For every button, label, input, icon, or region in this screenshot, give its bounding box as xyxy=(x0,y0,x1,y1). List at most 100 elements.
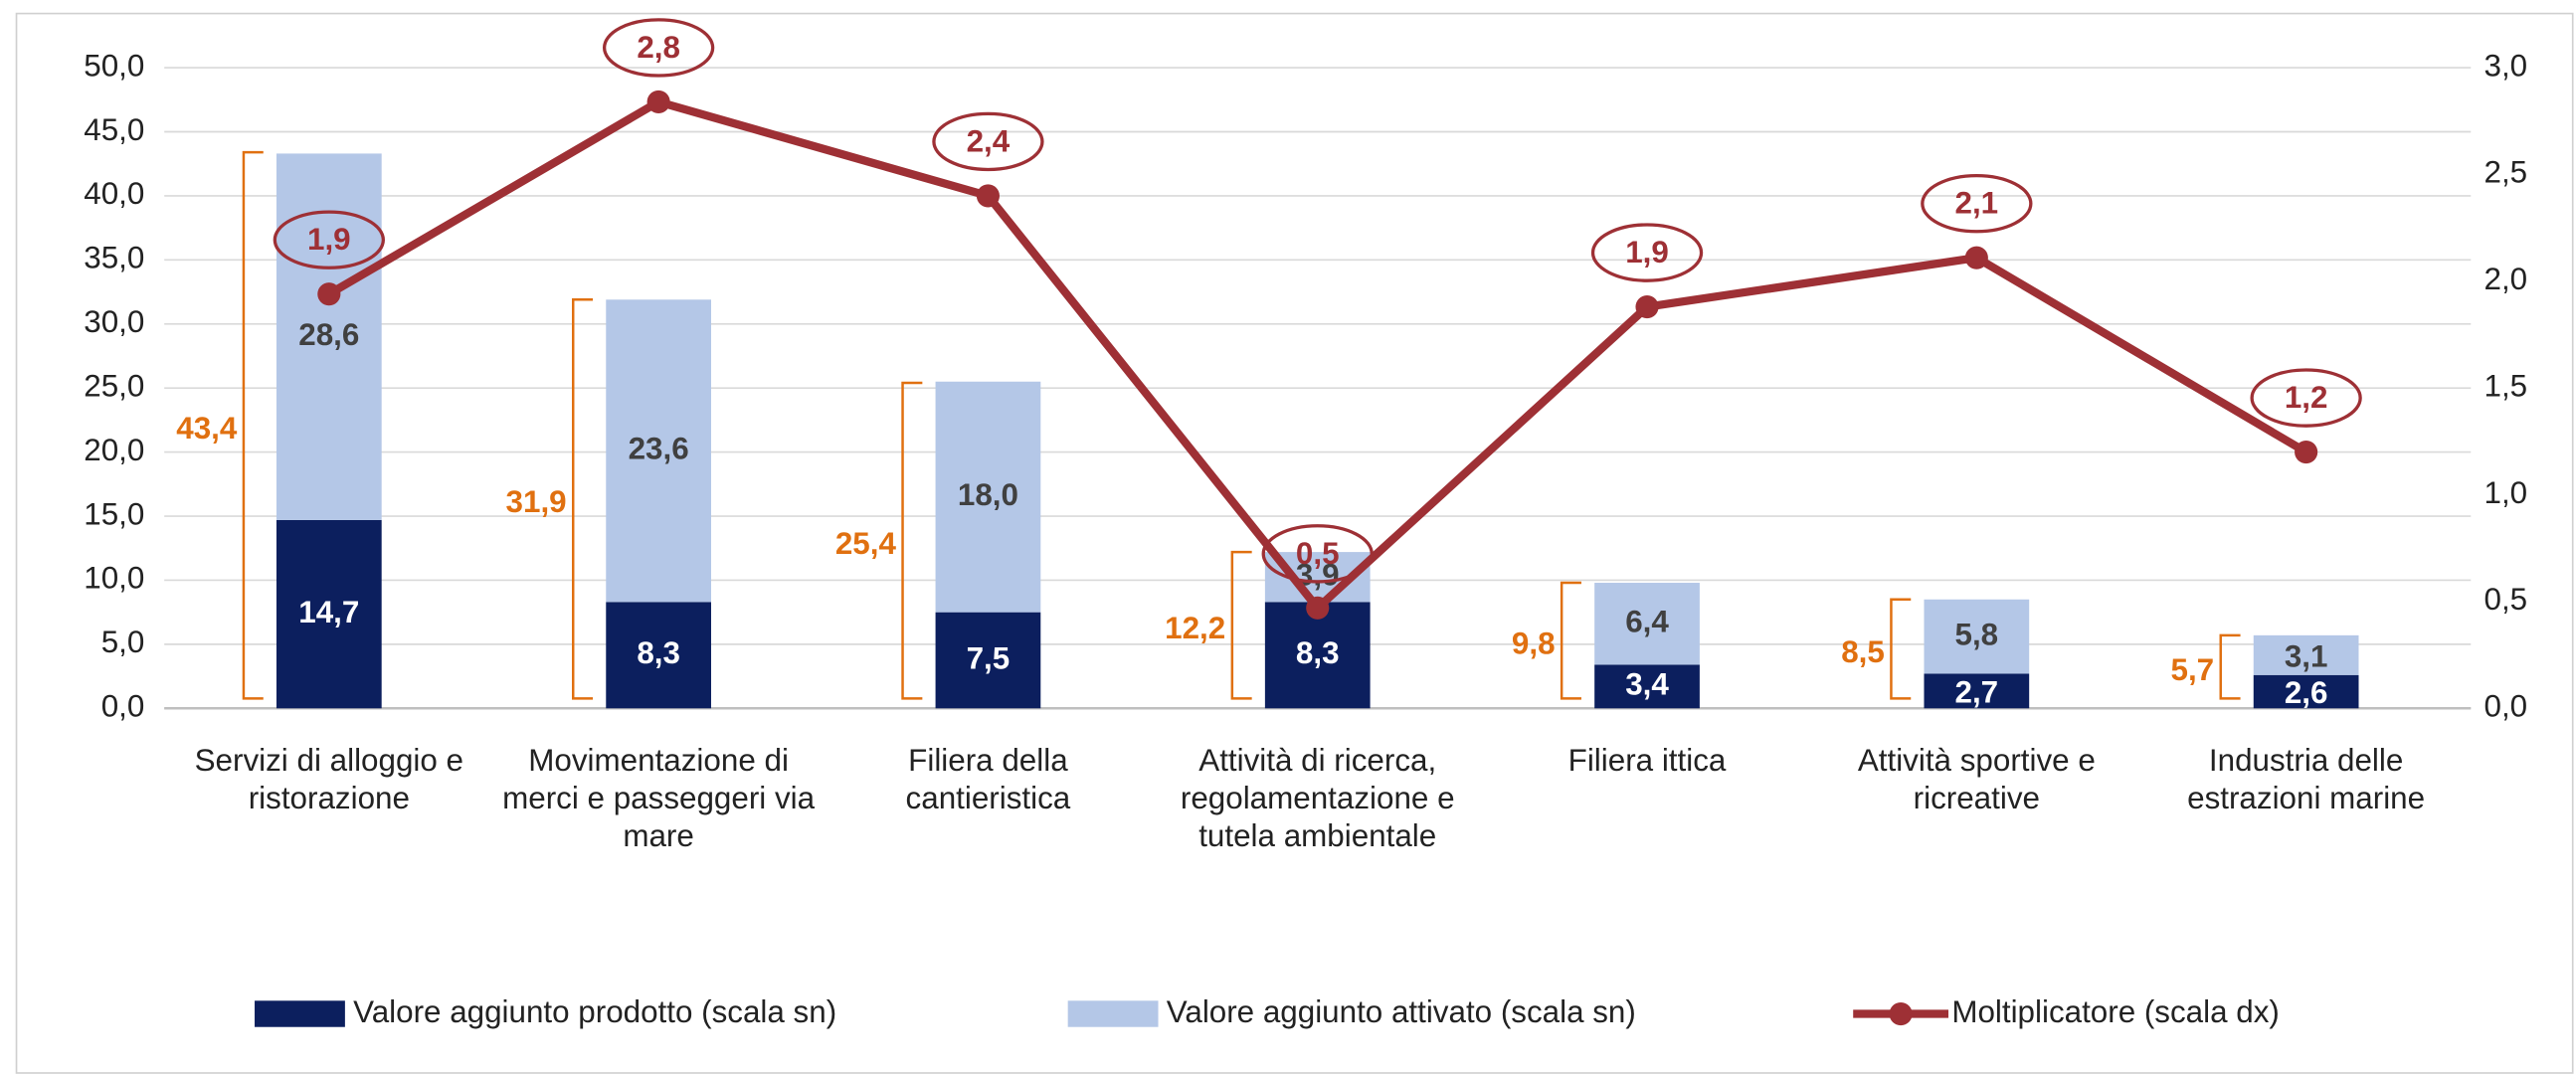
bar xyxy=(2253,634,2359,675)
line-value-label: 1,2 xyxy=(2285,380,2328,415)
legend-swatch xyxy=(255,1000,345,1027)
x-tick-label-box: Industria delle estrazioni marine xyxy=(2187,744,2426,817)
bar-value-label: 28,6 xyxy=(298,317,359,352)
bar-value-label: 2,6 xyxy=(2285,675,2328,710)
x-tick-label: Servizi di alloggio e ristorazione xyxy=(194,744,464,817)
x-tick-label-box: Attività sportive e ricreative xyxy=(1857,744,2096,817)
y-tick-label: 15,0 xyxy=(84,496,144,531)
bar-value-label: 7,5 xyxy=(967,640,1011,675)
line-value-label: 2,1 xyxy=(1955,186,1999,221)
total-bracket xyxy=(1890,598,1912,700)
bar xyxy=(935,612,1041,709)
total-bracket xyxy=(1230,550,1252,700)
y-tick-label: 45,0 xyxy=(84,112,144,147)
legend-marker xyxy=(1889,1001,1913,1026)
total-label: 43,4 xyxy=(176,411,238,446)
bar-value-label: 8,3 xyxy=(1296,635,1340,670)
value-ellipse xyxy=(602,18,715,78)
value-ellipse xyxy=(1590,223,1704,282)
y-tick-label: 40,0 xyxy=(84,176,144,211)
x-tick-label-box: Servizi di alloggio e ristorazione xyxy=(194,744,464,817)
line-marker xyxy=(976,184,1000,208)
line-marker xyxy=(1306,596,1330,620)
x-tick-label-box: Attività di ricerca, regolamentazione e … xyxy=(1180,744,1455,855)
bar-value-label: 6,4 xyxy=(1625,605,1669,639)
bar xyxy=(1594,664,1700,709)
bar-value-label: 8,3 xyxy=(637,635,680,670)
x-tick-label-box: Movimentazione di merci e passeggeri via… xyxy=(502,744,816,855)
x-tick-label-box: Filiera della cantieristica xyxy=(905,744,1071,817)
x-tick-label: Attività di ricerca, regolamentazione e … xyxy=(1180,744,1455,855)
legend-label: Valore aggiunto attivato (scala sn) xyxy=(1167,994,1636,1029)
y-tick-label: 10,0 xyxy=(84,561,144,596)
bar-value-label: 3,4 xyxy=(1625,667,1669,702)
y2-tick-label: 1,0 xyxy=(2484,475,2528,510)
x-tick-label: Attività sportive e ricreative xyxy=(1857,744,2096,817)
y2-tick-label: 0,0 xyxy=(2484,689,2528,724)
bar xyxy=(276,153,382,520)
total-bracket xyxy=(242,150,264,700)
bar xyxy=(1264,602,1371,709)
y-tick-label: 35,0 xyxy=(84,241,144,275)
x-tick-label: Filiera della cantieristica xyxy=(905,744,1071,817)
y2-tick-label: 1,5 xyxy=(2484,368,2528,403)
line-marker xyxy=(1635,295,1659,319)
line-value-label: 1,9 xyxy=(1625,235,1669,269)
total-bracket xyxy=(1560,581,1581,700)
total-label: 25,4 xyxy=(835,526,897,561)
total-bracket xyxy=(571,298,594,700)
bar xyxy=(1924,673,2030,709)
bar xyxy=(606,299,711,603)
value-ellipse xyxy=(1261,524,1374,584)
line-marker xyxy=(646,90,670,114)
legend-label: Moltiplicatore (scala dx) xyxy=(1951,994,2280,1029)
total-label: 5,7 xyxy=(2171,652,2215,687)
total-label: 31,9 xyxy=(506,484,567,519)
bar xyxy=(935,381,1041,613)
value-ellipse xyxy=(273,210,385,269)
bar-value-label: 2,7 xyxy=(1955,674,1999,709)
y-tick-label: 5,0 xyxy=(101,625,145,659)
total-label: 8,5 xyxy=(1841,634,1885,669)
line-value-label: 2,4 xyxy=(967,123,1011,158)
value-ellipse xyxy=(932,111,1044,172)
frame xyxy=(15,12,2574,1074)
total-bracket xyxy=(901,381,923,700)
bar xyxy=(276,519,382,709)
bar-value-label: 23,6 xyxy=(629,432,689,466)
x-tick-label: Industria delle estrazioni marine xyxy=(2187,744,2426,817)
bar xyxy=(606,602,711,709)
y2-tick-label: 2,5 xyxy=(2484,155,2528,190)
y-tick-label: 30,0 xyxy=(84,304,144,339)
y2-tick-label: 0,5 xyxy=(2484,582,2528,617)
bar xyxy=(1924,599,2030,674)
x-tick-label: Filiera ittica xyxy=(1567,744,1727,780)
bar-value-label: 18,0 xyxy=(958,477,1018,512)
legend-swatch xyxy=(1067,1000,1159,1027)
y-tick-label: 20,0 xyxy=(84,433,144,467)
bar-value-label: 14,7 xyxy=(298,595,359,629)
total-bracket xyxy=(2219,633,2241,700)
legend-label: Valore aggiunto prodotto (scala sn) xyxy=(353,994,836,1029)
x-tick-label: Movimentazione di merci e passeggeri via… xyxy=(502,744,816,855)
y2-tick-label: 3,0 xyxy=(2484,48,2528,83)
bar-value-label: 3,1 xyxy=(2285,638,2328,673)
line-value-label: 2,8 xyxy=(637,30,680,65)
line-marker xyxy=(317,282,341,306)
line-value-label: 0,5 xyxy=(1296,536,1340,571)
value-ellipse xyxy=(1921,173,2033,234)
total-label: 9,8 xyxy=(1512,626,1556,660)
value-ellipse xyxy=(2250,368,2362,428)
y-tick-label: 0,0 xyxy=(101,689,145,724)
bar-value-label: 5,8 xyxy=(1955,617,1999,651)
y-tick-label: 50,0 xyxy=(84,48,144,83)
y2-tick-label: 2,0 xyxy=(2484,262,2528,296)
y-tick-label: 25,0 xyxy=(84,368,144,403)
line-marker xyxy=(2295,441,2318,464)
line-marker xyxy=(1964,246,1988,269)
x-tick-label-box: Filiera ittica xyxy=(1567,744,1727,780)
line-value-label: 1,9 xyxy=(307,222,351,257)
bar xyxy=(2253,674,2359,709)
bar xyxy=(1594,583,1700,665)
